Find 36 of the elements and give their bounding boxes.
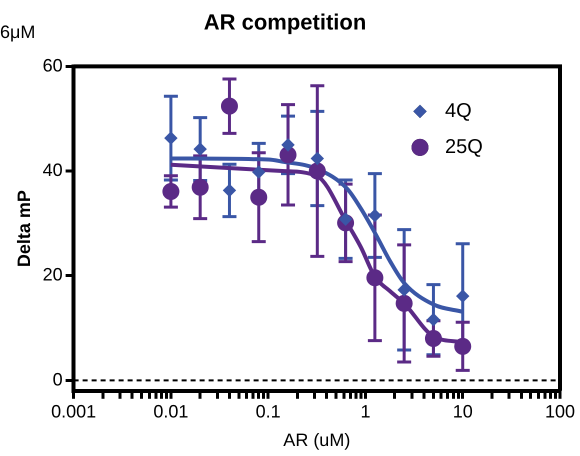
point: [396, 294, 413, 312]
y-tick-label: 20: [42, 264, 63, 285]
point: [282, 138, 295, 152]
point: [222, 184, 236, 197]
point: [398, 283, 411, 296]
x-tick-label: 100: [544, 402, 576, 422]
point: [192, 178, 209, 196]
point: [366, 269, 384, 286]
point: [424, 330, 442, 347]
legend-label: 4Q: [445, 100, 472, 122]
y-axis-title: Delta mP: [14, 190, 34, 268]
chart-title: AR competition: [204, 9, 366, 34]
point: [426, 313, 440, 326]
legend-label: 25Q: [445, 136, 483, 158]
point: [220, 98, 238, 115]
x-tick-label: 0.001: [51, 402, 96, 422]
y-tick-label: 0: [52, 369, 63, 390]
x-axis-title: AR (uM): [283, 430, 350, 450]
point: [280, 146, 297, 164]
point: [308, 162, 326, 180]
point: [164, 132, 178, 145]
point: [250, 188, 268, 206]
text: 6μM: [0, 22, 36, 43]
y-tick-label: 40: [42, 160, 63, 180]
x-tick-label: 10: [452, 402, 473, 422]
point: [456, 290, 470, 303]
point: [368, 209, 382, 222]
point: [162, 182, 180, 200]
point: [252, 166, 266, 179]
x-tick-label: 0.1: [256, 402, 281, 422]
y-tick-label: 60: [42, 55, 63, 76]
x-tick-label: 1: [360, 402, 370, 422]
point: [454, 338, 472, 355]
point: [310, 152, 324, 165]
point: [194, 142, 207, 156]
x-tick-label: 0.01: [153, 402, 188, 422]
